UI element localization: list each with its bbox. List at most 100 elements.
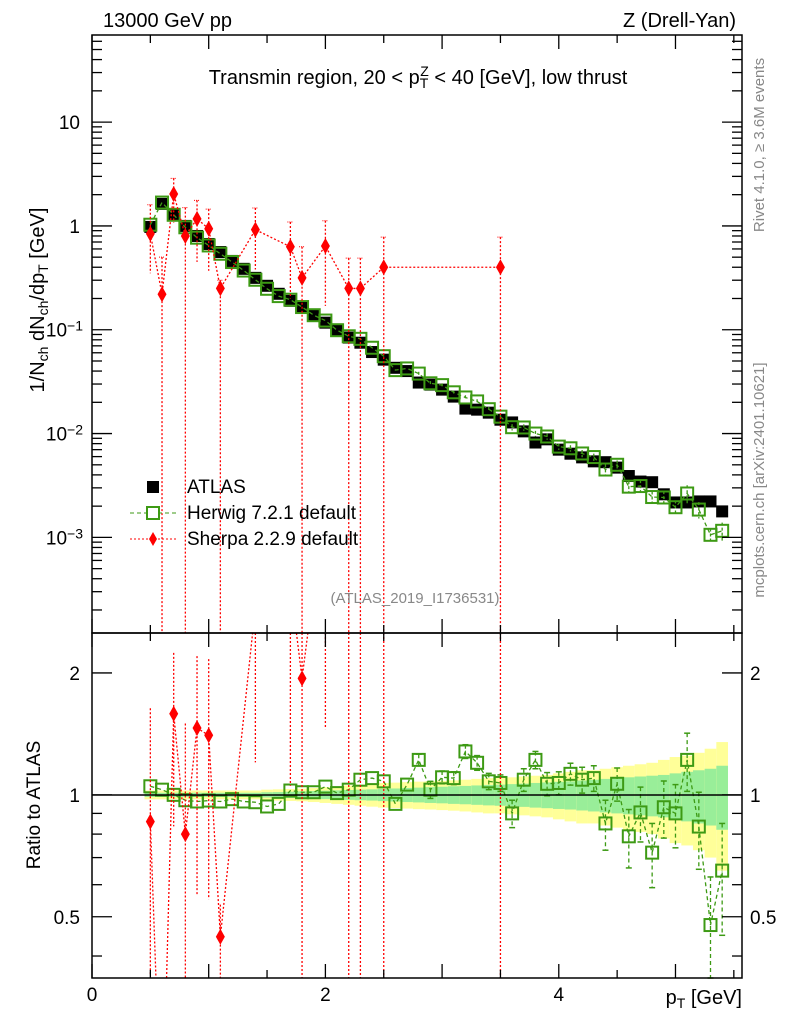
plot-title: Transmin region, 20 < pTZ < 40 [GeV], lo… bbox=[209, 63, 628, 91]
label-part: /dp bbox=[27, 273, 49, 301]
label-part: dN bbox=[27, 315, 49, 346]
label-part: [GeV] bbox=[27, 208, 49, 265]
y-tick-exponent: −1 bbox=[67, 317, 83, 333]
ratio-y-tick-label: 1 bbox=[69, 786, 80, 807]
atlas-point bbox=[447, 390, 460, 403]
y-tick-base: 10 bbox=[46, 321, 67, 342]
atlas-point bbox=[646, 476, 659, 489]
sherpa-ratio-line-segment bbox=[301, 632, 309, 679]
stat-uncertainty-band bbox=[622, 777, 635, 815]
header-left: 13000 GeV pp bbox=[103, 10, 232, 32]
y-tick-label: 10−1 bbox=[46, 317, 83, 341]
sherpa-ratio-point bbox=[145, 813, 155, 830]
label-part: Transmin region, 20 < p bbox=[209, 67, 420, 89]
atlas-point bbox=[704, 495, 717, 508]
sherpa-point bbox=[157, 286, 167, 303]
sherpa-point bbox=[379, 259, 389, 276]
herwig-point bbox=[680, 486, 695, 501]
label-part: T bbox=[35, 264, 51, 273]
herwig-ratio-point bbox=[458, 744, 473, 759]
herwig-point bbox=[435, 378, 450, 393]
herwig-point bbox=[213, 246, 228, 261]
y-tick-base: 10 bbox=[46, 425, 67, 446]
sherpa-point bbox=[344, 280, 354, 297]
y-tick-base: 10 bbox=[46, 528, 67, 549]
herwig-point bbox=[470, 394, 485, 409]
y-tick-exponent: −3 bbox=[67, 525, 83, 541]
y-tick-exponent: −2 bbox=[67, 421, 83, 437]
herwig-ratio-point bbox=[586, 771, 601, 786]
legend-sherpa-marker bbox=[149, 532, 157, 546]
stat-uncertainty-band bbox=[692, 770, 705, 824]
herwig-point bbox=[586, 450, 601, 465]
herwig-point bbox=[411, 366, 426, 381]
x-tick-label: 0 bbox=[87, 985, 98, 1006]
atlas-point bbox=[331, 324, 344, 337]
herwig-point bbox=[540, 429, 555, 444]
herwig-point bbox=[668, 500, 683, 515]
sherpa-point bbox=[250, 221, 260, 238]
herwig-ratio-point bbox=[516, 772, 531, 787]
atlas-point bbox=[716, 505, 729, 518]
herwig-ratio-point bbox=[668, 806, 683, 821]
x-tick-label: 4 bbox=[553, 985, 564, 1006]
herwig-point bbox=[248, 272, 263, 287]
main-plot-marks bbox=[143, 177, 730, 633]
label-part: [GeV] bbox=[685, 987, 742, 1009]
legend: ATLAS Herwig 7.2.1 default Sherpa 2.2.9 … bbox=[130, 477, 359, 550]
sherpa-ratio-line-segment bbox=[219, 632, 254, 937]
herwig-point bbox=[260, 281, 275, 296]
mcplots-text: mcplots.cern.ch [arXiv:2401.10621] bbox=[751, 362, 768, 597]
sherpa-ratio-line-segment bbox=[173, 713, 187, 835]
sherpa-line bbox=[149, 193, 501, 295]
herwig-ratio-point bbox=[715, 863, 730, 878]
sherpa-point bbox=[215, 280, 225, 297]
x-axis-label: pT [GeV] bbox=[666, 987, 742, 1011]
label-part: ch bbox=[35, 301, 51, 316]
legend-herwig-marker bbox=[146, 506, 160, 520]
label-part: T bbox=[420, 75, 429, 91]
sherpa-ratio-line-segment bbox=[165, 713, 175, 979]
sherpa-point bbox=[204, 220, 214, 237]
atlas-point bbox=[249, 271, 262, 284]
herwig-point bbox=[295, 300, 310, 315]
sherpa-point bbox=[355, 280, 365, 297]
atlas-point bbox=[506, 416, 519, 429]
sherpa-ratio-point bbox=[297, 670, 307, 687]
analysis-id: (ATLAS_2019_I1736531) bbox=[330, 590, 499, 607]
herwig-line bbox=[149, 201, 723, 536]
sherpa-ratio-line-segment bbox=[295, 632, 303, 679]
herwig-ratio-point bbox=[505, 806, 520, 821]
herwig-point bbox=[283, 292, 298, 307]
herwig-ratio-point bbox=[376, 774, 391, 789]
stat-uncertainty-band bbox=[704, 768, 717, 826]
legend-sherpa-label: Sherpa 2.2.9 default bbox=[187, 529, 359, 550]
ratio-y-tick-label: 2 bbox=[69, 664, 80, 685]
herwig-ratio-point bbox=[598, 816, 613, 831]
sherpa-point bbox=[320, 238, 330, 255]
stat-uncertainty-band bbox=[669, 773, 682, 820]
label-part: 1/N bbox=[27, 361, 49, 392]
atlas-point bbox=[214, 246, 227, 259]
header-right: Z (Drell-Yan) bbox=[623, 10, 736, 32]
ratio-y-tick-label-right: 0.5 bbox=[750, 908, 776, 929]
atlas-point bbox=[622, 470, 635, 483]
herwig-ratio-point bbox=[400, 777, 415, 792]
sherpa-point bbox=[285, 238, 295, 255]
herwig-point bbox=[236, 263, 251, 278]
herwig-point bbox=[633, 479, 648, 494]
herwig-ratio-point bbox=[271, 796, 286, 811]
x-tick-label: 2 bbox=[320, 985, 331, 1006]
herwig-point bbox=[225, 255, 240, 270]
sherpa-point bbox=[297, 269, 307, 286]
y-tick-base: 1 bbox=[69, 217, 80, 238]
stat-uncertainty-band bbox=[646, 775, 658, 817]
y-tick-label: 10−2 bbox=[46, 421, 83, 445]
label-part: p bbox=[666, 987, 677, 1009]
atlas-point bbox=[307, 309, 320, 322]
sherpa-ratio-line-segment bbox=[149, 821, 157, 979]
y-tick-label: 1 bbox=[69, 217, 80, 238]
label-part: Z bbox=[420, 63, 429, 79]
